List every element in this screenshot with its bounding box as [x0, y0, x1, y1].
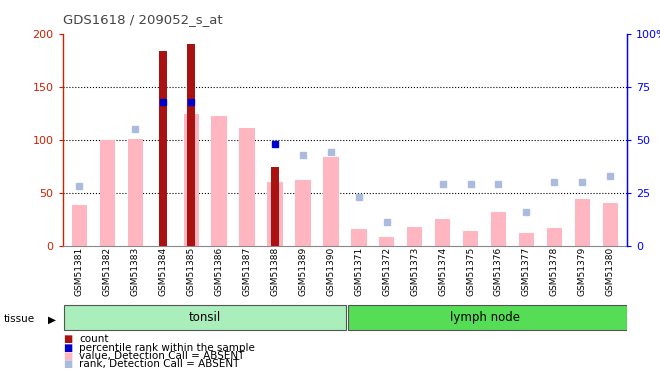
Text: ■: ■ [63, 334, 72, 344]
Bar [127, 139, 143, 246]
Bar [519, 233, 534, 246]
Bar [491, 212, 506, 246]
Bar [271, 167, 279, 246]
Bar [187, 44, 195, 246]
Bar [351, 229, 366, 246]
Bar [435, 219, 450, 246]
Text: ■: ■ [63, 343, 72, 352]
Text: ■: ■ [63, 359, 72, 369]
Bar [183, 114, 199, 246]
Text: GDS1618 / 209052_s_at: GDS1618 / 209052_s_at [63, 13, 222, 26]
Text: count: count [79, 334, 109, 344]
Text: ▶: ▶ [48, 315, 55, 324]
Bar [407, 226, 422, 246]
Bar [603, 203, 618, 246]
Bar [72, 206, 87, 246]
Bar [379, 237, 395, 246]
Text: ■: ■ [63, 351, 72, 361]
Text: percentile rank within the sample: percentile rank within the sample [79, 343, 255, 352]
Text: tonsil: tonsil [189, 311, 221, 324]
Text: tissue: tissue [3, 315, 34, 324]
Bar [211, 116, 227, 246]
Bar [240, 128, 255, 246]
Bar [64, 305, 346, 330]
Bar [295, 180, 311, 246]
Bar [463, 231, 478, 246]
Text: lymph node: lymph node [449, 311, 519, 324]
Text: value, Detection Call = ABSENT: value, Detection Call = ABSENT [79, 351, 245, 361]
Bar [348, 305, 627, 330]
Bar [546, 228, 562, 246]
Bar [159, 51, 167, 246]
Bar [323, 157, 339, 246]
Bar [575, 199, 590, 246]
Text: rank, Detection Call = ABSENT: rank, Detection Call = ABSENT [79, 359, 240, 369]
Bar [100, 140, 115, 246]
Bar [267, 182, 282, 246]
